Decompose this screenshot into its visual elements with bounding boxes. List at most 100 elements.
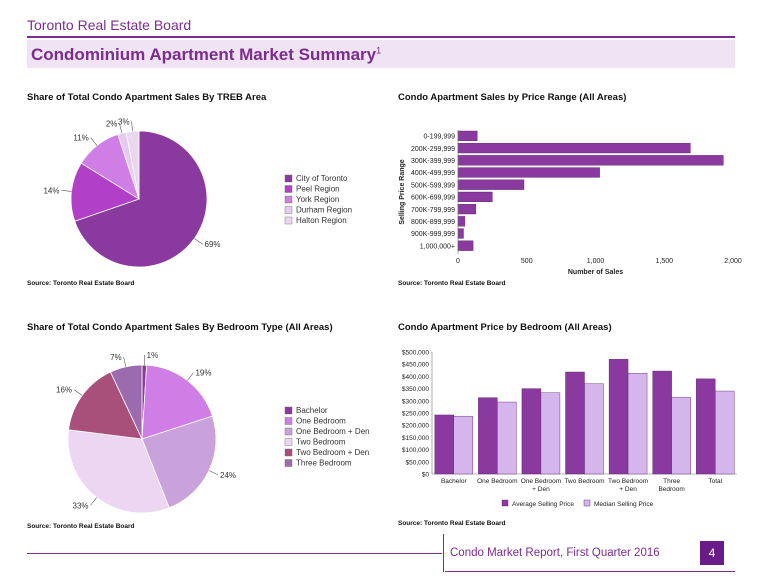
area-legend-swatch-halton-region	[284, 216, 293, 225]
bedroom-price-bar-median-selling-price-two-bedroom	[584, 383, 604, 475]
area-leader-york-region	[90, 137, 98, 146]
bedroom-price-ytick-0: $0	[422, 472, 430, 479]
area-slice-peel-region	[70, 162, 140, 222]
price-bar-900k-999-999	[457, 228, 464, 239]
bedroom-price-ytick-8: $400,000	[402, 374, 429, 381]
bedroom-price-category-one-bedroom-den-line-1: + Den	[532, 486, 550, 493]
bedroom-legend-swatch-bachelor	[284, 406, 293, 415]
page-title-text: Condominium Apartment Market Summary	[31, 45, 377, 64]
price-category-1-000-000: 1,000,000+	[420, 243, 455, 250]
price-category-300k-399-999: 300K-399,999	[411, 158, 455, 165]
price-category-0-199-999: 0-199,999	[423, 134, 455, 141]
price-ylabel: Selling Price Range	[399, 159, 406, 224]
price-xtick-4: 2,000	[724, 258, 742, 265]
bedroom-pie-title: Share of Total Condo Apartment Sales By …	[27, 322, 333, 333]
footer-rule	[27, 553, 442, 554]
area-label-durham-region: 2%	[106, 120, 118, 129]
area-label-city-of-toronto: 69%	[205, 240, 221, 249]
price-bar-800k-899-999	[457, 216, 466, 227]
page-number: 4	[700, 541, 724, 565]
footer-divider	[443, 534, 444, 572]
bedroom-leader-two-bedroom-den	[73, 389, 83, 396]
area-legend-city-of-toronto: City of Toronto	[296, 174, 348, 183]
bedroom-price-bar-average-selling-price-two-bedroom	[565, 371, 585, 475]
bedroom-label-one-bedroom: 19%	[195, 369, 211, 378]
bedroom-price-bar-average-selling-price-bachelor	[434, 414, 454, 475]
area-slice-halton-region	[125, 130, 140, 200]
bedroom-slice-two-bedroom	[67, 429, 170, 514]
area-legend-durham-region: Durham Region	[296, 206, 352, 215]
title-footnote: 1	[376, 45, 382, 56]
price-bar-200k-299-999	[457, 143, 691, 154]
price-bar-600k-699-999	[457, 191, 493, 203]
bedroom-price-category-three-bedroom-line-0: Three	[663, 478, 680, 485]
area-legend-york-region: York Region	[296, 195, 339, 204]
bedroom-legend-one-bedroom: One Bedroom	[296, 417, 346, 426]
bedroom-slice-one-bedroom	[141, 364, 213, 440]
bedroom-price-bar-median-selling-price-total	[715, 390, 735, 475]
bedroom-price-bar-average-selling-price-three-bedroom	[652, 370, 672, 475]
price-category-900k-999-999: 900K-999,999	[411, 231, 455, 238]
bedroom-price-category-three-bedroom-line-1: Bedroom	[658, 486, 684, 493]
price-bar-300k-399-999	[457, 155, 724, 166]
bedroom-price-ytick-1: $50,000	[406, 459, 430, 466]
price-bar-0-199-999	[457, 130, 478, 142]
bedroom-legend-swatch-two-bedroom-den	[284, 448, 293, 457]
bedroom-price-ytick-7: $350,000	[402, 386, 429, 393]
bedroom-label-bachelor: 1%	[147, 351, 159, 360]
area-label-york-region: 11%	[73, 134, 88, 143]
price-xlabel: Number of Sales	[568, 269, 623, 276]
bedroom-price-bar-median-selling-price-one-bedroom-den	[540, 392, 561, 475]
price-range-chart: 0-199,999 200K-299,999 300K-399,999 400K-49…	[399, 130, 742, 276]
bedroom-price-legend-swatch-average-selling-price	[501, 499, 509, 507]
report-name: Condo Market Report, First Quarter 2016	[450, 547, 660, 559]
bedroom-price-bar-average-selling-price-one-bedroom	[478, 397, 498, 475]
bedroom-price-chart: $0 $50,000 $100,000 $150,000 $200,000 $250,00…	[402, 350, 737, 508]
bedroom-legend-swatch-one-bedroom-den	[284, 427, 293, 436]
area-leader-durham-region	[119, 123, 123, 134]
area-leader-halton-region	[131, 121, 133, 132]
bedroom-price-bar-median-selling-price-two-bedroom-den	[627, 373, 648, 475]
bedroom-price-bar-median-selling-price-bachelor	[453, 415, 473, 475]
area-legend-swatch-durham-region	[284, 206, 293, 214]
bedroom-legend-swatch-two-bedroom	[284, 438, 293, 446]
area-leader-peel-region	[61, 190, 72, 192]
price-xtick-0: 0	[456, 258, 460, 265]
bedroom-price-ytick-5: $250,000	[402, 411, 429, 418]
bedroom-price-ytick-4: $200,000	[402, 423, 429, 430]
price-range-title: Condo Apartment Sales by Price Range (Al…	[398, 92, 627, 103]
bedroom-price-category-one-bedroom-line-0: One Bedroom	[477, 478, 517, 485]
area-leader-city-of-toronto	[194, 238, 203, 245]
bedroom-legend-two-bedroom: Two Bedroom	[296, 438, 346, 447]
bedroom-slice-two-bedroom-den	[68, 371, 143, 440]
price-xtick-3: 1,500	[655, 258, 673, 265]
area-legend-swatch-york-region	[284, 195, 293, 204]
price-bar-700k-799-999	[457, 203, 477, 215]
bedroom-leader-one-bedroom-den	[208, 470, 219, 476]
price-category-800k-899-999: 800K-899,999	[411, 219, 455, 226]
area-legend-swatch-peel-region	[284, 185, 293, 193]
bedroom-price-title: Condo Apartment Price by Bedroom (All Ar…	[398, 322, 612, 333]
bedroom-legend-two-bedroom-den: Two Bedroom + Den	[296, 448, 369, 457]
bedroom-price-ytick-9: $450,000	[402, 362, 429, 369]
area-pie-chart: 69% 14% 11% 2% 3% City of Toronto Peel RegionY…	[43, 117, 352, 268]
bedroom-price-category-two-bedroom-den-line-0: Two Bedroom	[608, 478, 648, 485]
bedroom-price-legend-swatch-median-selling-price	[583, 499, 591, 507]
bedroom-price-ytick-10: $500,000	[402, 350, 429, 357]
area-legend-swatch-city-of-toronto	[284, 174, 293, 183]
area-legend-peel-region: Peel Region	[296, 185, 340, 194]
bedroom-label-two-bedroom-den: 16%	[56, 386, 72, 395]
bedroom-leader-one-bedroom	[187, 372, 194, 381]
price-xtick-1: 500	[521, 258, 533, 265]
bedroom-leader-two-bedroom	[90, 497, 97, 506]
price-bar-1-000-000	[457, 240, 474, 251]
bedroom-price-bar-average-selling-price-one-bedroom-den	[521, 388, 542, 475]
price-bar-400k-499-999	[457, 167, 600, 178]
bedroom-price-category-bachelor-line-0: Bachelor	[441, 478, 467, 485]
area-pie-title: Share of Total Condo Apartment Sales By …	[27, 92, 267, 103]
bedroom-price-ytick-2: $100,000	[402, 447, 429, 454]
price-xtick-2: 1,000	[587, 258, 605, 265]
price-category-200k-299-999: 200K-299,999	[411, 146, 455, 153]
area-label-halton-region: 3%	[118, 117, 130, 126]
